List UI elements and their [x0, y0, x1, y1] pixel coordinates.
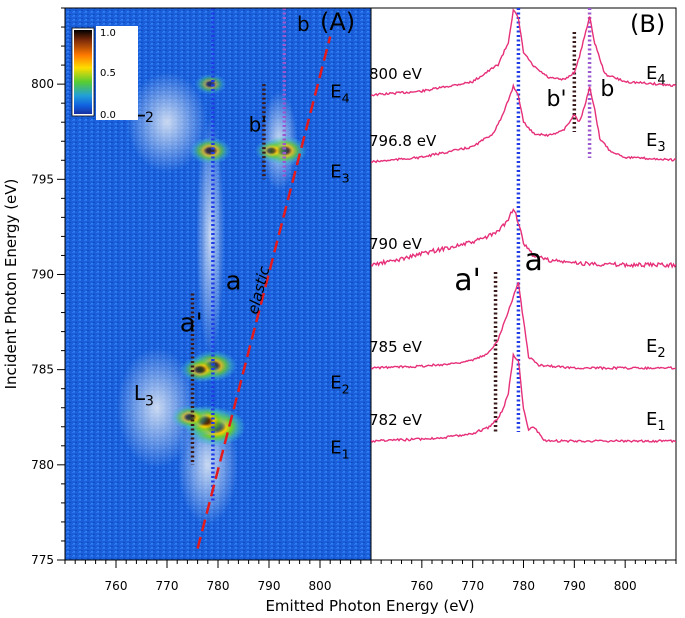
- x-tick-label: 770: [461, 579, 484, 593]
- state-subscript: 2: [657, 346, 665, 361]
- spectrum-state-label: E3: [646, 130, 666, 155]
- x-tick-label: 780: [207, 579, 230, 593]
- x-tick-label: 790: [563, 579, 586, 593]
- spectrum-state-label: E4: [646, 63, 666, 88]
- annotation-main: E: [330, 373, 341, 394]
- state-subscript: 4: [657, 73, 665, 88]
- annotation-main: E: [330, 161, 341, 182]
- x-tick-label: 770: [156, 579, 179, 593]
- panel-a-axes: 775 780 785 790 795 800 760 770 780 790 800: [31, 7, 372, 593]
- panel-b-label: (B): [630, 10, 665, 38]
- y-tick-label: 780: [31, 458, 54, 472]
- heatmap-spots: [170, 73, 308, 447]
- heatmap-haze: [116, 347, 197, 468]
- spectrum-line: [371, 281, 676, 371]
- colorbar-tick-label: 1.0: [100, 28, 116, 39]
- annotation-label: E4: [330, 81, 349, 105]
- heatmap-spot: [180, 356, 221, 383]
- state-subscript: 1: [657, 419, 665, 434]
- heatmap-spot: [170, 404, 209, 430]
- annotation-main: a': [180, 309, 203, 339]
- annotation-subscript: 4: [342, 91, 350, 106]
- colorbar-tick-label: 0.0: [100, 110, 116, 121]
- spectrum-state-label: E1: [646, 409, 666, 434]
- spectra-lines: [371, 8, 676, 444]
- state-main: E: [646, 409, 657, 430]
- heatmap-spot: [189, 137, 232, 165]
- state-main: E: [646, 336, 657, 357]
- annotation-label: E1: [330, 437, 349, 461]
- panel-a-label: (A): [320, 8, 355, 36]
- colorbar-gradient: [74, 30, 92, 114]
- x-tick-label: 790: [258, 579, 281, 593]
- annotation-main: b: [297, 12, 310, 36]
- heatmap-haze: [127, 72, 207, 173]
- y-axis-title: Incident Photon Energy (eV): [2, 179, 20, 390]
- spectrum-energy-label: 800 eV: [369, 65, 423, 83]
- panel-a-guide-lines: [190, 8, 287, 503]
- annotation-label: b': [249, 113, 267, 137]
- annotation-main: E: [330, 81, 341, 102]
- annotation-main: L: [134, 381, 146, 405]
- annotation-label: a: [226, 267, 242, 297]
- y-tick-label: 800: [31, 77, 54, 91]
- y-tick-label: 775: [31, 553, 54, 567]
- colorbar-tick-label: 0.5: [100, 68, 116, 79]
- annotation-label: L3: [134, 381, 154, 410]
- annotation-label: a': [454, 263, 481, 298]
- state-main: E: [646, 130, 657, 151]
- heatmap-haze: [196, 116, 225, 357]
- annotation-label: b: [297, 12, 310, 36]
- x-axis-title: Emitted Photon Energy (eV): [265, 597, 474, 615]
- state-main: E: [646, 63, 657, 84]
- panel-b-axes: 760 770 780 790 800: [370, 560, 677, 593]
- state-subscript: 3: [657, 140, 665, 155]
- panel-b-guide-lines: [493, 8, 592, 434]
- annotation-subscript: 1: [342, 446, 350, 461]
- y-tick-label: 790: [31, 267, 54, 281]
- spectrum-line: [371, 352, 676, 444]
- spectrum-line: [371, 83, 676, 164]
- annotation-subscript: 3: [145, 394, 154, 410]
- annotation-subscript: 2: [145, 110, 154, 126]
- spectrum-state-label: E2: [646, 336, 666, 361]
- spectrum-energy-label: 782 eV: [369, 411, 423, 429]
- annotation-label: E2: [330, 373, 349, 397]
- x-tick-label: 800: [614, 579, 637, 593]
- annotation-subscript: 3: [342, 170, 350, 185]
- annotation-label: a: [524, 243, 542, 278]
- heatmap-spot: [194, 73, 227, 95]
- annotation-main: E: [330, 437, 341, 458]
- annotation-main: b': [249, 113, 267, 137]
- annotation-label: b': [547, 87, 567, 112]
- y-tick-label: 795: [31, 172, 54, 186]
- x-tick-label: 800: [309, 579, 332, 593]
- annotation-label: E3: [330, 161, 349, 185]
- y-tick-label: 785: [31, 363, 54, 377]
- elastic-line: [196, 36, 332, 549]
- panel-b-annotations: a a' b b': [454, 77, 614, 298]
- spectrum-line: [371, 208, 676, 269]
- x-tick-label: 760: [105, 579, 128, 593]
- annotation-main: a: [226, 267, 242, 297]
- annotation-subscript: 2: [342, 382, 350, 397]
- x-tick-label: 780: [512, 579, 535, 593]
- spectrum-energy-label: 785 eV: [369, 338, 423, 356]
- x-tick-label: 760: [410, 579, 433, 593]
- spectrum-energy-label: 796.8 eV: [369, 132, 437, 150]
- annotation-label: b: [600, 77, 614, 102]
- colorbar: 1.0 0.5 0.0: [71, 26, 138, 121]
- spectrum-line: [371, 8, 676, 97]
- spectrum-energy-label: 790 eV: [369, 235, 423, 253]
- annotation-label: a': [180, 309, 203, 339]
